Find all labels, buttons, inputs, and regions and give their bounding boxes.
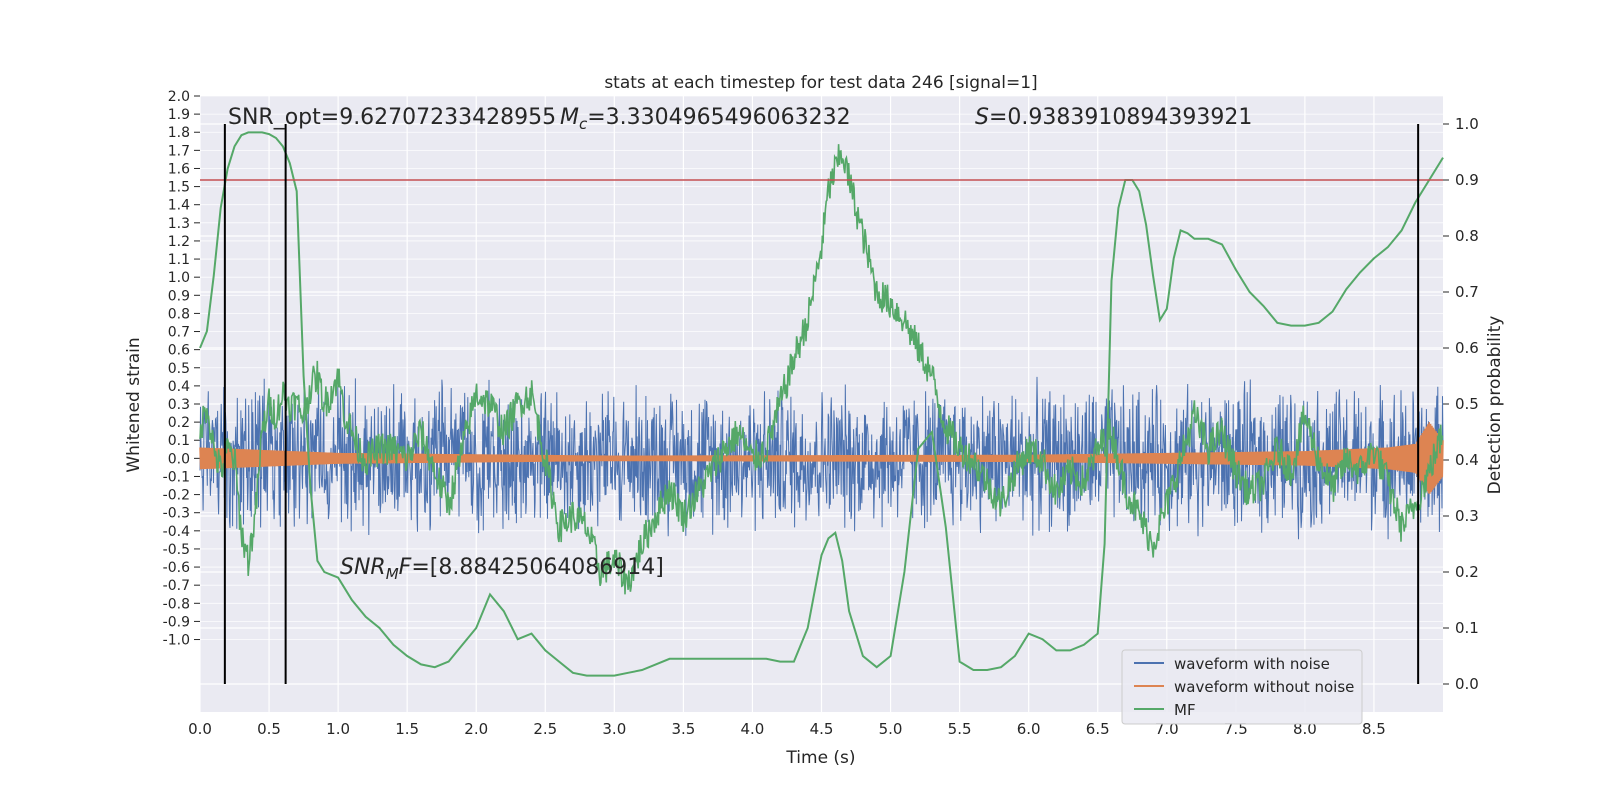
left-tick-label: 0.5: [168, 361, 190, 377]
legend-label-mf: MF: [1174, 701, 1196, 719]
snr-opt-annotation: SNR_opt=9.62707233428955: [228, 105, 556, 130]
x-tick-label: 6.5: [1086, 720, 1110, 738]
left-tick-label: 0.0: [168, 451, 190, 467]
s-annotation: S=0.9383910894393921: [975, 105, 1252, 130]
left-tick-label: -0.5: [163, 542, 190, 558]
legend: waveform with noise waveform without noi…: [1121, 649, 1363, 725]
x-tick-label: 4.5: [810, 720, 834, 738]
left-tick-label: 1.6: [168, 161, 190, 177]
x-tick-label: 4.0: [741, 720, 765, 738]
left-tick-label: -0.1: [163, 469, 190, 485]
left-tick-label: 1.0: [168, 270, 190, 286]
x-tick-label: 6.0: [1017, 720, 1041, 738]
x-tick-label: 8.5: [1362, 720, 1386, 738]
x-tick-label: 3.5: [671, 720, 695, 738]
left-tick-label: 2.0: [168, 89, 190, 105]
series-detection-trace: [199, 144, 1444, 595]
plot-area: [199, 124, 1444, 684]
left-tick-label: 1.5: [168, 180, 190, 196]
right-tick-label: 0.6: [1455, 339, 1479, 357]
left-tick-label: -0.2: [163, 488, 190, 504]
x-tick-label: 2.5: [533, 720, 557, 738]
snrmf-annotation: SNRMF=[8.88425064086914]: [340, 555, 664, 583]
snrmf-subscript: M: [386, 565, 399, 583]
left-tick-label: -0.8: [163, 596, 190, 612]
left-axis-label: Whitened strain: [124, 337, 144, 472]
legend-label-noise: waveform with noise: [1174, 655, 1330, 673]
s-symbol: S: [975, 105, 989, 130]
x-tick-label: 2.0: [464, 720, 488, 738]
left-tick-label: 1.2: [168, 234, 190, 250]
right-tick-label: 0.5: [1455, 395, 1479, 413]
legend-label-clean: waveform without noise: [1174, 678, 1354, 696]
snrmf-tail: F: [399, 555, 412, 580]
left-tick-label: 1.7: [168, 143, 190, 159]
right-tick-label: 0.7: [1455, 283, 1479, 301]
left-tick-label: -0.7: [163, 578, 190, 594]
s-value: =0.9383910894393921: [989, 105, 1252, 130]
right-tick-label: 0.4: [1455, 451, 1479, 469]
left-tick-label: 0.1: [168, 433, 190, 449]
left-tick-label: 0.7: [168, 325, 190, 341]
x-tick-label: 1.5: [395, 720, 419, 738]
chart-title: stats at each timestep for test data 246…: [604, 73, 1037, 93]
x-tick-label: 5.5: [948, 720, 972, 738]
left-tick-label: -0.3: [163, 506, 190, 522]
left-tick-label: 0.2: [168, 415, 190, 431]
left-tick-label: 1.1: [168, 252, 190, 268]
left-tick-label: 0.4: [168, 379, 190, 395]
left-tick-label: -1.0: [163, 633, 190, 649]
mc-value: =3.3304965496063232: [587, 105, 850, 130]
mc-symbol: M: [560, 105, 579, 130]
series-mf: [199, 131, 1444, 677]
left-tick-label: 0.3: [168, 397, 190, 413]
right-tick-label: 0.1: [1455, 619, 1479, 637]
x-tick-label: 0.5: [257, 720, 281, 738]
x-tick-label: 0.0: [188, 720, 212, 738]
right-tick-label: 0.9: [1455, 171, 1479, 189]
snrmf-symbol: SNR: [340, 555, 386, 580]
snrmf-value: =[8.88425064086914]: [411, 555, 664, 580]
right-tick-label: 0.3: [1455, 507, 1479, 525]
right-tick-label: 0.2: [1455, 563, 1479, 581]
mc-annotation: Mc=3.3304965496063232: [560, 105, 851, 133]
x-axis-label: Time (s): [785, 748, 855, 768]
right-axis: 0.0 0.1 0.2 0.3 0.4 0.5 0.6 0.7 0.8 0.9 1.0: [1443, 115, 1479, 693]
left-tick-label: -0.9: [163, 614, 190, 630]
left-tick-label: 1.8: [168, 125, 190, 141]
x-tick-label: 1.0: [326, 720, 350, 738]
left-tick-label: 1.3: [168, 216, 190, 232]
right-axis-label: Detection probability: [1485, 316, 1505, 495]
left-tick-label: 0.9: [168, 288, 190, 304]
left-tick-label: 1.9: [168, 107, 190, 123]
x-tick-label: 3.0: [602, 720, 626, 738]
right-tick-label: 0.0: [1455, 675, 1479, 693]
left-tick-label: 0.6: [168, 343, 190, 359]
series-waveform-with-noise: [199, 376, 1444, 540]
mc-subscript: c: [579, 115, 588, 133]
left-tick-label: 1.4: [168, 198, 190, 214]
right-tick-label: 1.0: [1455, 115, 1479, 133]
left-tick-label: -0.6: [163, 560, 190, 576]
x-tick-label: 5.0: [879, 720, 903, 738]
left-axis: -1.0 -0.9 -0.8 -0.7 -0.6 -0.5 -0.4 -0.3 -0.2 -0.1…: [163, 89, 200, 649]
left-tick-label: -0.4: [163, 524, 190, 540]
left-tick-label: 0.8: [168, 306, 190, 322]
legend-box: [1121, 649, 1363, 725]
right-tick-label: 0.8: [1455, 227, 1479, 245]
